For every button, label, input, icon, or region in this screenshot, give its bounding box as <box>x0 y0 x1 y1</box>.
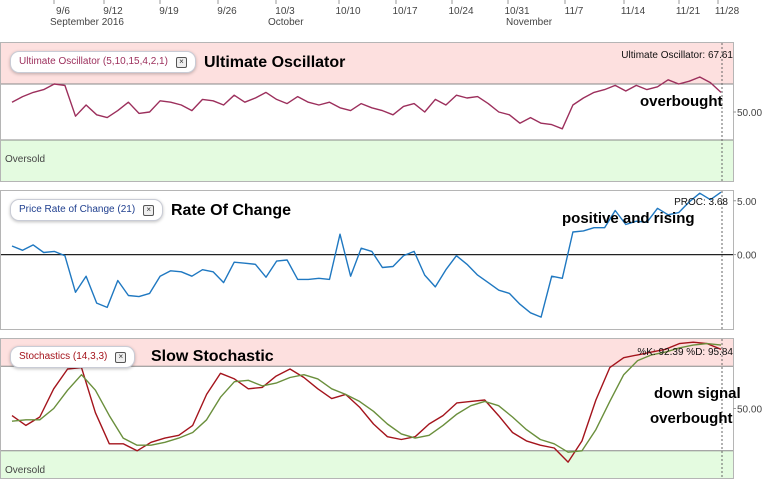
uo-readout: Ultimate Oscillator: 67.61 <box>621 50 733 61</box>
date-tick-label: 11/14 <box>621 6 646 17</box>
proc-positive-annotation: positive and rising <box>562 210 695 227</box>
date-tick-label: 11/21 <box>676 6 701 17</box>
date-tick-label: 11/28 <box>715 6 740 17</box>
uo-legend-box[interactable]: Ultimate Oscillator (5,10,15,4,2,1) × <box>10 51 196 73</box>
uo-title-annotation: Ultimate Oscillator <box>204 54 346 71</box>
date-tick-label: 10/17 <box>392 6 417 17</box>
date-tick-label: 10/3 <box>275 6 295 17</box>
y-tick-label: 5.00 <box>737 197 757 208</box>
uo-legend-label: Ultimate Oscillator (5,10,15,4,2,1) <box>19 56 168 67</box>
proc-readout: PROC: 3.68 <box>674 197 728 208</box>
date-axis-bg <box>0 0 768 36</box>
series-line-ultimate-oscillator <box>11 76 722 130</box>
y-tick-label: 50.00 <box>737 405 762 416</box>
uo-overbought-annotation: overbought <box>640 93 723 110</box>
date-tick-label: 11/7 <box>565 6 584 17</box>
proc-legend-label: Price Rate of Change (21) <box>19 204 136 215</box>
date-tick-label: 10/10 <box>335 6 360 17</box>
stoch-down-signal-annotation: down signal <box>654 385 741 402</box>
date-tick-label: 9/6 <box>56 6 70 17</box>
month-label: September 2016 <box>50 17 124 28</box>
proc-title-annotation: Rate Of Change <box>171 202 292 219</box>
close-icon[interactable]: × <box>143 204 155 216</box>
oversold-zone <box>1 450 733 478</box>
close-icon[interactable]: × <box>175 56 187 68</box>
stoch-readout: %K: 92.39 %D: 95.84 <box>637 347 733 358</box>
series-line-price-rate-of-change <box>11 191 722 318</box>
stoch-legend-label: Stochastics (14,3,3) <box>19 351 108 362</box>
y-tick-label: 50.00 <box>737 108 762 119</box>
y-tick-label: 0.00 <box>737 251 757 262</box>
close-icon[interactable]: × <box>115 351 127 363</box>
stoch-overbought-annotation: overbought <box>650 410 733 427</box>
oversold-zone-label: Oversold <box>5 465 45 476</box>
month-label: October <box>268 17 304 28</box>
date-tick-label: 10/24 <box>448 6 473 17</box>
date-tick-label: 9/19 <box>159 6 179 17</box>
stoch-legend-box[interactable]: Stochastics (14,3,3) × <box>10 346 136 368</box>
date-tick-label: 9/12 <box>103 6 123 17</box>
month-label: November <box>506 17 553 28</box>
proc-legend-box[interactable]: Price Rate of Change (21) × <box>10 199 164 221</box>
date-tick-label: 10/31 <box>504 6 529 17</box>
series-line--d <box>11 342 722 453</box>
oversold-zone <box>1 140 733 181</box>
oversold-zone-label: Oversold <box>5 154 45 165</box>
date-tick-label: 9/26 <box>217 6 237 17</box>
stoch-title-annotation: Slow Stochastic <box>151 348 274 365</box>
series-line--k <box>11 341 722 463</box>
